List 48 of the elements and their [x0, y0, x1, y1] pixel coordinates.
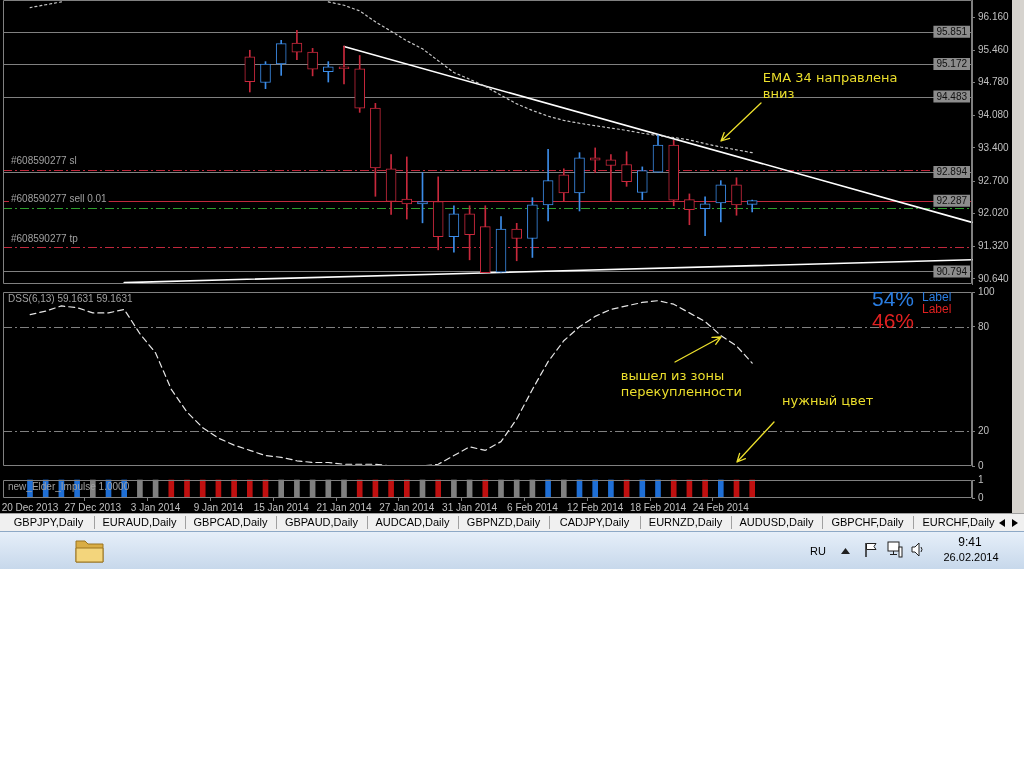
y-tick-label: 92.700: [978, 174, 1010, 186]
x-tick-label: 12 Feb 2014: [567, 501, 624, 513]
x-tick-label: 9 Jan 2014: [193, 501, 244, 513]
annotation: Label: [922, 290, 952, 305]
ref-line-label: #608590277 sell 0.01: [11, 193, 108, 205]
y-tick-label: 1: [978, 473, 984, 485]
y-tick-label: 0: [978, 491, 984, 503]
ref-line-label: 90.794: [936, 265, 968, 277]
candlestick: [338, 45, 350, 85]
y-tick-label: 94.080: [978, 109, 1010, 121]
x-tick-label: 21 Jan 2014: [316, 501, 372, 513]
ref-line-label: 92.287: [936, 194, 968, 206]
x-tick-label: 6 Feb 2014: [507, 501, 559, 513]
y-tick-label: 80: [978, 320, 990, 332]
annotation: EMA 34 направлена вниз: [762, 70, 898, 102]
x-tick-label: 27 Jan 2014: [379, 501, 435, 513]
annotation: 54%: [872, 287, 915, 311]
y-tick-label: 100: [978, 285, 996, 297]
y-tick-label: 20: [978, 424, 990, 436]
y-tick-label: 96.160: [978, 10, 1010, 22]
ref-line-label: 95.172: [936, 58, 968, 70]
annotation: 46%: [872, 309, 915, 333]
tab-strip: GBPJPY,Daily EURAUD,Daily GBPCAD,Daily GBPAUD,Daily AUDCAD,Daily GBPNZD,Daily CADJPY,Daily EURNZD,Daily AUDUSD,Daily GBPCHF,Daily EURCHF,Daily: [0, 513, 1024, 531]
candlestick: [322, 61, 334, 83]
x-tick-label: 3 Jan 2014: [130, 501, 181, 513]
annotation: нужный цвет: [782, 392, 874, 408]
ref-line-label: #608590277 tp: [11, 233, 79, 245]
ref-line-label: 95.851: [936, 25, 968, 37]
annotation: вышел из зоны перекупленности: [620, 367, 743, 400]
desktop-panel: RU 9:41 26.02.2014: [0, 531, 1024, 569]
y-tick-label: 91.320: [978, 240, 1010, 252]
y-tick-label: 93.400: [978, 141, 1010, 153]
ref-line-label: 94.483: [936, 90, 968, 102]
x-tick-label: 15 Jan 2014: [253, 501, 310, 513]
y-tick-label: 90.640: [978, 272, 1010, 284]
y-tick-label: 95.460: [978, 44, 1010, 56]
y-tick-label: 92.020: [978, 207, 1010, 219]
y-tick-label: 94.780: [978, 76, 1010, 88]
ref-line-label: #608590277 sl: [11, 155, 77, 167]
x-tick-label: 27 Dec 2013: [64, 501, 122, 513]
ref-line-label: 92.894: [936, 166, 968, 178]
x-tick-label: 18 Feb 2014: [629, 501, 687, 513]
y-tick-label: 0: [978, 459, 984, 471]
x-tick-label: 20 Dec 2013: [1, 501, 59, 513]
chart-title: DSS(6,13) 59.1631 59.1631: [8, 292, 133, 304]
x-tick-label: 24 Feb 2014: [692, 501, 750, 513]
annotation: Label: [922, 302, 952, 317]
x-tick-label: 31 Jan 2014: [442, 501, 498, 513]
